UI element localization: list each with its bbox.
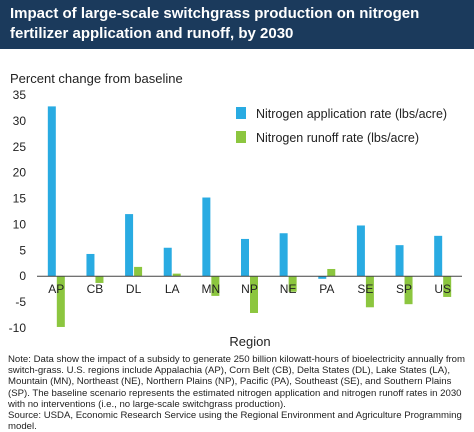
bar-application-se [356, 225, 365, 277]
y-tick-label: 25 [13, 140, 27, 154]
category-label-sp: SP [396, 282, 412, 296]
y-tick-label: 0 [19, 269, 26, 283]
bar-runoff-np [250, 276, 258, 313]
legend-label-application: Nitrogen application rate (lbs/acre) [256, 107, 447, 121]
y-tick-label: 10 [13, 217, 27, 231]
bar-chart: -10 -5 0 5 10 15 20 25 30 35 AP CB DL LA MN NP NE PA SE SP U… [9, 88, 462, 349]
y-axis-title: Percent change from baseline [10, 71, 183, 86]
legend-label-runoff: Nitrogen runoff rate (lbs/acre) [256, 131, 419, 145]
y-tick-label: 30 [13, 114, 27, 128]
bar-runoff-cb [95, 276, 104, 283]
bar-application-sp [395, 245, 404, 277]
category-label-pa: PA [319, 282, 334, 296]
y-tick-label: -5 [15, 295, 26, 309]
bar-runoff-us [443, 276, 452, 297]
category-label-np: NP [241, 282, 258, 296]
y-tick-label: 5 [19, 243, 26, 257]
bar-application-la [163, 247, 172, 277]
x-axis-title: Region [229, 334, 270, 349]
bar-runoff-se [365, 276, 374, 308]
y-tick-label: -10 [9, 321, 27, 335]
bar-application-dl [125, 214, 134, 277]
bar-application-np [241, 238, 249, 277]
bar-runoff-sp [404, 276, 413, 305]
y-tick-label: 35 [13, 88, 27, 102]
category-label-ap: AP [48, 282, 64, 296]
category-label-cb: CB [87, 282, 104, 296]
bar-application-mn [202, 197, 211, 277]
bar-application-ap [47, 106, 56, 277]
category-label-ne: NE [280, 282, 297, 296]
bar-runoff-ap [56, 276, 65, 327]
chart-title: Impact of large-scale switchgrass produc… [10, 5, 420, 42]
chart-notes: Note: Data show the impact of a subsidy … [8, 354, 468, 432]
category-label-mn: MN [202, 282, 221, 296]
bar-application-cb [86, 253, 95, 277]
bar-application-pa [318, 276, 327, 279]
note-text: Note: Data show the impact of a subsidy … [8, 354, 466, 410]
bar-runoff-dl [134, 266, 143, 277]
legend-swatch-runoff [236, 131, 246, 143]
category-label-us: US [434, 282, 451, 296]
source-text: Source: USDA, Economic Research Service … [8, 410, 462, 432]
legend-swatch-application [236, 107, 246, 119]
bar-application-us [434, 235, 443, 277]
y-tick-label: 15 [13, 192, 27, 206]
bar-application-ne [279, 233, 288, 277]
title-banner: Impact of large-scale switchgrass produc… [0, 0, 474, 49]
bar-runoff-ne [288, 276, 297, 292]
category-label-se: SE [357, 282, 373, 296]
category-label-dl: DL [126, 282, 142, 296]
bar-runoff-mn [211, 276, 220, 296]
bar-runoff-la [172, 273, 181, 277]
category-label-la: LA [165, 282, 180, 296]
y-tick-label: 20 [13, 166, 27, 180]
bar-runoff-pa [327, 268, 336, 277]
